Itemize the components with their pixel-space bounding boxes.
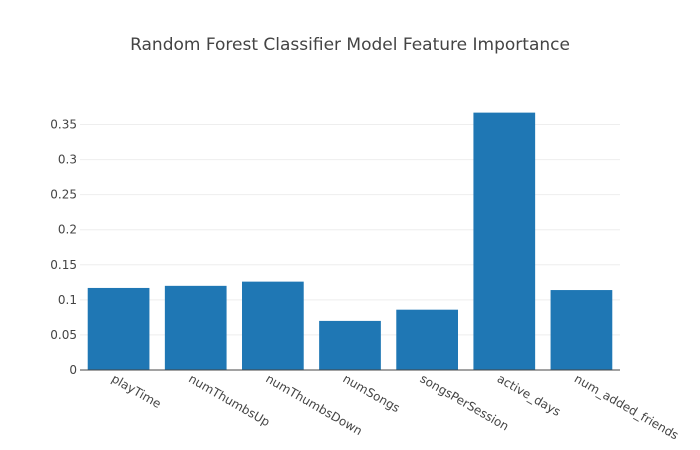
bar-numthumbsup[interactable] <box>164 285 227 370</box>
x-tick-label: numSongs <box>341 371 403 415</box>
x-tick-label: numThumbsUp <box>186 371 272 429</box>
bars <box>87 112 613 370</box>
x-tick-label: num_added_friends <box>572 371 681 442</box>
bar-playtime[interactable] <box>87 287 150 370</box>
chart-title: Random Forest Classifier Model Feature I… <box>130 35 570 55</box>
y-axis-ticks: 0 0.05 0.1 0.15 0.2 0.25 0.3 0.35 <box>50 118 77 377</box>
y-tick-label: 0.2 <box>58 223 77 237</box>
gridlines <box>80 124 620 336</box>
bar-num-added-friends[interactable] <box>550 290 613 370</box>
x-tick-label: playTime <box>109 371 163 411</box>
y-tick-label: 0.1 <box>58 293 77 307</box>
y-tick-label: 0.05 <box>50 328 77 342</box>
x-tick-label: active_days <box>495 371 563 419</box>
x-axis-ticks: playTime numThumbsUpnumThumbsDownnumSongs… <box>109 371 681 442</box>
y-tick-label: 0.15 <box>50 258 77 272</box>
bar-numsongs[interactable] <box>319 320 381 370</box>
y-tick-label: 0.35 <box>50 118 77 132</box>
y-tick-label: 0.3 <box>58 153 77 167</box>
bar-active-days[interactable] <box>473 112 536 370</box>
bar-numthumbsdown[interactable] <box>242 281 304 370</box>
y-tick-label: 0.25 <box>50 188 77 202</box>
y-tick-label: 0 <box>69 363 77 377</box>
bar-songspersession[interactable] <box>396 309 458 370</box>
